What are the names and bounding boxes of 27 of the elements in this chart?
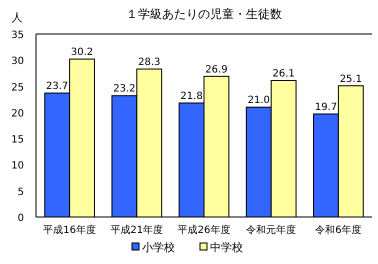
data-label: 23.2 [113,84,136,95]
xtick: 平成21年度 [110,225,164,236]
ytick: 15 [11,134,24,146]
xtick: 平成26年度 [178,225,230,236]
ytick: 0 [18,213,24,224]
legend-label: 小学校 [142,241,175,254]
data-label: 26.9 [205,64,228,76]
data-label: 30.2 [70,47,94,58]
data-label: 26.1 [272,68,295,80]
data-label: 28.3 [138,57,160,68]
data-label: 23.7 [46,81,68,92]
xtick: 令和6年度 [315,225,362,236]
data-label: 25.1 [340,74,362,85]
ytick: 5 [18,186,24,198]
ylabel: 人 [12,11,22,24]
data-label: 19.7 [314,102,338,113]
legend-label: 中学校 [210,241,243,254]
ytick: 30 [11,56,24,68]
title: １学級あたりの児童・生徒数 [126,7,282,21]
data-label: 21.8 [180,91,203,102]
ytick: 10 [11,160,24,172]
ytick: 20 [11,108,24,120]
xtick: 平成16年度 [43,225,96,236]
xtick: 令和元年度 [246,225,296,236]
ytick: 25 [11,82,24,94]
ytick: 35 [11,30,24,41]
data-label: 21.0 [248,95,270,106]
